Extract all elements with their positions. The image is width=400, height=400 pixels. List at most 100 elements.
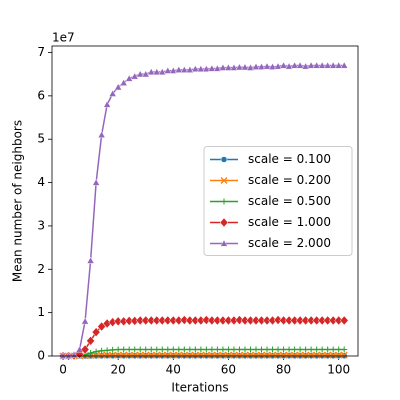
marker	[142, 346, 149, 353]
marker	[180, 351, 188, 359]
marker	[114, 83, 123, 91]
marker	[92, 351, 100, 359]
marker	[280, 346, 287, 353]
marker	[169, 66, 178, 74]
y-tick-label: 2	[37, 262, 45, 276]
marker	[230, 351, 238, 359]
marker	[235, 63, 244, 71]
x-axis-label: Iterations	[171, 381, 228, 395]
marker	[290, 61, 299, 69]
y-tick-label: 3	[37, 218, 45, 232]
marker	[175, 346, 182, 353]
marker	[152, 68, 161, 76]
marker	[164, 346, 171, 353]
y-tick-label: 0	[37, 349, 45, 363]
marker	[179, 315, 189, 325]
marker	[329, 61, 338, 69]
marker	[308, 346, 315, 353]
marker	[323, 61, 332, 69]
marker	[236, 346, 243, 353]
marker	[120, 346, 127, 353]
marker	[98, 351, 106, 359]
marker	[214, 346, 221, 353]
marker	[109, 346, 116, 353]
marker	[324, 351, 332, 359]
marker	[86, 256, 95, 264]
marker	[191, 351, 199, 359]
x-tick-label: 60	[221, 363, 236, 377]
marker	[169, 351, 177, 359]
line	[63, 354, 345, 357]
marker	[257, 62, 266, 70]
marker	[108, 89, 117, 97]
marker	[313, 351, 321, 359]
marker	[197, 346, 204, 353]
marker	[246, 63, 255, 71]
marker	[147, 68, 156, 76]
series	[59, 61, 349, 359]
marker	[158, 68, 167, 76]
marker	[230, 346, 237, 353]
marker	[213, 351, 221, 359]
legend-box	[203, 146, 353, 256]
marker	[297, 346, 304, 353]
marker	[274, 351, 282, 359]
marker	[174, 65, 183, 73]
marker	[141, 70, 150, 78]
marker	[225, 346, 232, 353]
marker	[241, 351, 249, 359]
marker	[235, 351, 243, 359]
marker	[131, 351, 139, 359]
marker	[302, 346, 309, 353]
marker	[186, 351, 194, 359]
marker	[203, 346, 210, 353]
marker	[241, 346, 248, 353]
marker	[202, 65, 211, 72]
marker	[258, 346, 265, 353]
marker	[275, 346, 282, 353]
marker	[159, 346, 166, 353]
marker	[235, 315, 244, 325]
x-tick-label: 80	[276, 363, 291, 377]
marker	[341, 346, 348, 353]
marker	[130, 72, 139, 80]
marker	[296, 61, 304, 69]
legend-marker	[221, 198, 227, 205]
marker	[81, 317, 89, 325]
marker	[279, 61, 288, 69]
y-tick-label: 1	[37, 305, 45, 319]
marker	[213, 64, 222, 72]
line	[63, 64, 345, 357]
marker	[180, 65, 189, 73]
marker	[224, 351, 232, 359]
marker	[104, 347, 111, 354]
marker	[148, 346, 155, 353]
marker	[263, 351, 271, 359]
y-offset-label: 1e7	[52, 31, 75, 45]
marker	[75, 345, 84, 353]
marker	[119, 78, 128, 86]
marker	[208, 64, 216, 72]
marker	[153, 351, 161, 359]
marker	[318, 351, 326, 359]
marker	[274, 62, 282, 70]
marker	[191, 65, 200, 72]
x-tick-label: 100	[327, 363, 350, 377]
marker	[202, 315, 211, 325]
marker	[91, 327, 101, 338]
marker	[334, 61, 343, 69]
y-tick-label: 4	[37, 175, 45, 189]
legend-marker	[220, 239, 228, 247]
marker	[263, 62, 271, 70]
marker	[103, 351, 111, 359]
marker	[324, 346, 331, 353]
marker	[163, 66, 172, 74]
marker	[230, 63, 238, 71]
marker	[307, 351, 315, 359]
marker	[241, 63, 249, 71]
marker	[197, 65, 205, 72]
marker	[125, 74, 134, 82]
marker	[340, 351, 348, 359]
marker	[92, 178, 100, 186]
marker	[264, 346, 271, 353]
